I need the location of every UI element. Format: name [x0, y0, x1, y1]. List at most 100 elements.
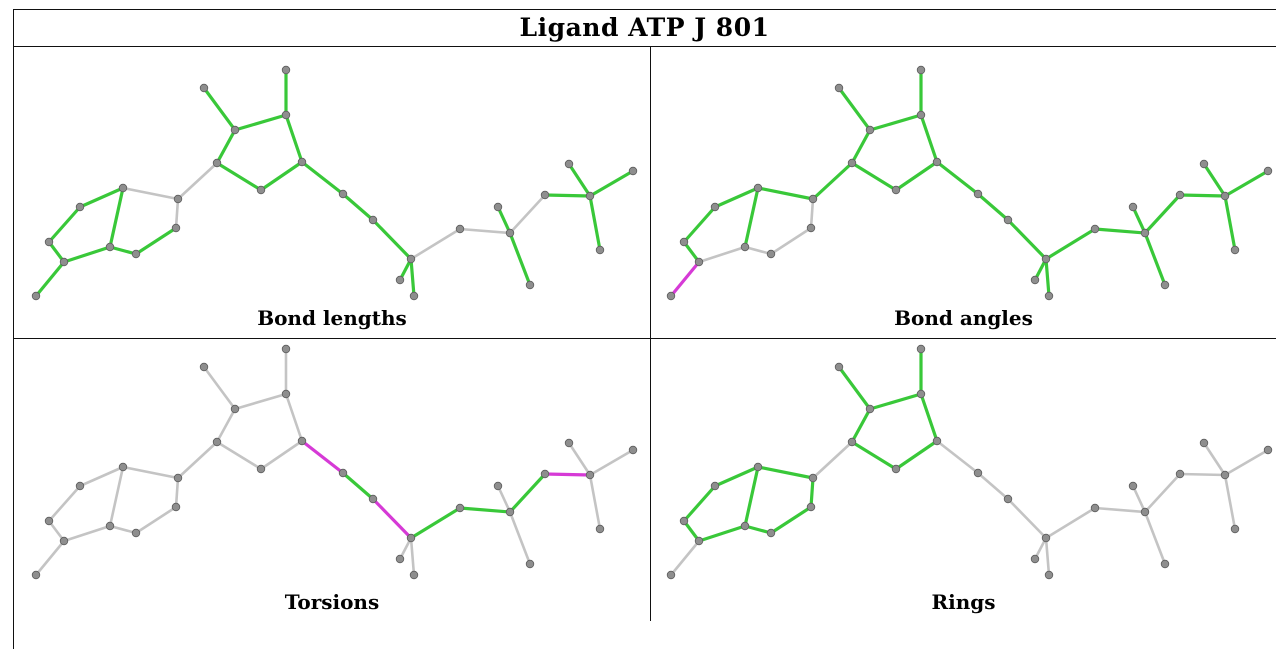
bond: [108, 465, 125, 528]
bond: [697, 245, 747, 264]
atom: [628, 166, 638, 176]
atom: [710, 481, 720, 491]
bond: [1131, 205, 1147, 235]
bond: [1093, 506, 1147, 514]
bond: [458, 506, 512, 514]
atom: [230, 125, 240, 135]
bond: [811, 440, 854, 480]
atom: [1175, 190, 1185, 200]
molecule-image-rings: [666, 344, 1273, 580]
bond: [1178, 472, 1227, 477]
bond: [508, 510, 532, 566]
bond: [756, 465, 815, 480]
bond: [78, 465, 125, 488]
atom: [1044, 291, 1054, 301]
panel-caption: Bond angles: [894, 306, 1033, 330]
atom: [916, 344, 926, 354]
bond: [1202, 162, 1227, 198]
bond: [935, 439, 980, 475]
atom: [1044, 570, 1054, 580]
panel-torsions: Torsions: [14, 339, 650, 621]
atom: [628, 445, 638, 455]
bond: [682, 205, 717, 244]
atom: [564, 159, 574, 169]
atom: [1263, 166, 1273, 176]
bond: [458, 227, 512, 235]
bond: [837, 86, 872, 132]
bond: [1223, 169, 1270, 198]
atom: [1003, 215, 1013, 225]
atom: [1003, 494, 1013, 504]
bond: [868, 113, 923, 132]
bond: [409, 227, 462, 261]
atom: [916, 389, 926, 399]
atom: [806, 502, 816, 512]
table-title: Ligand ATP J 801: [13, 9, 1276, 47]
atom: [256, 464, 266, 474]
bond: [47, 205, 82, 244]
atom: [753, 183, 763, 193]
atom: [1090, 503, 1100, 513]
atom: [1160, 559, 1170, 569]
bond: [976, 471, 1010, 501]
panel-caption: Torsions: [284, 590, 380, 614]
bond: [588, 448, 635, 477]
atom: [59, 536, 69, 546]
bond: [108, 524, 138, 535]
atom: [679, 237, 689, 247]
atom: [916, 110, 926, 120]
atom: [973, 189, 983, 199]
bond: [743, 186, 760, 249]
atom: [1175, 469, 1185, 479]
bond: [259, 439, 304, 471]
atom: [585, 191, 595, 201]
atom: [212, 158, 222, 168]
atom: [455, 503, 465, 513]
bond: [1006, 218, 1048, 261]
bond: [588, 473, 602, 531]
atom: [505, 507, 515, 517]
bond: [1044, 257, 1051, 298]
bond: [134, 226, 178, 256]
atom: [710, 202, 720, 212]
atom: [368, 215, 378, 225]
atom: [1230, 524, 1240, 534]
bond: [371, 218, 413, 261]
atom: [595, 524, 605, 534]
atom: [808, 473, 818, 483]
atom: [406, 533, 416, 543]
atom: [932, 157, 942, 167]
bond: [215, 440, 263, 471]
bond: [1006, 497, 1048, 540]
atom: [59, 257, 69, 267]
atom: [171, 502, 181, 512]
atom: [1030, 554, 1040, 564]
atom: [1230, 245, 1240, 255]
atom: [808, 194, 818, 204]
bond: [682, 484, 717, 523]
atom: [118, 183, 128, 193]
bond: [1143, 510, 1167, 566]
bond: [756, 186, 815, 201]
atom: [694, 536, 704, 546]
bond: [121, 465, 180, 480]
atom: [31, 570, 41, 580]
atom: [297, 436, 307, 446]
bond: [300, 439, 345, 475]
bond: [62, 524, 112, 543]
atom: [1128, 481, 1138, 491]
atom: [1041, 533, 1051, 543]
bond: [567, 162, 592, 198]
atom: [75, 481, 85, 491]
bond: [121, 186, 180, 201]
bond: [202, 86, 237, 132]
atom: [891, 464, 901, 474]
atom: [973, 468, 983, 478]
molecule-image-bond-angles: [666, 65, 1273, 301]
atom: [1140, 228, 1150, 238]
bond: [508, 231, 532, 287]
bond: [1223, 194, 1237, 252]
bond: [233, 392, 288, 411]
bond: [809, 197, 815, 230]
atom: [740, 242, 750, 252]
